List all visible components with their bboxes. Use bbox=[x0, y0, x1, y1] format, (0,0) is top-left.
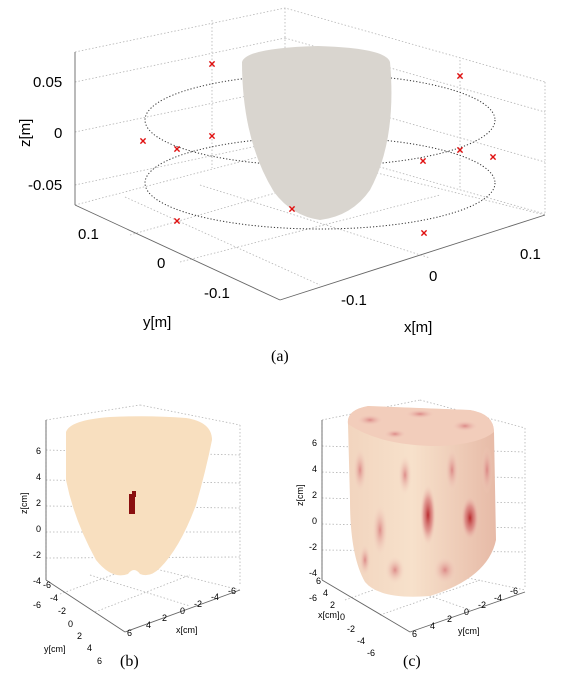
panel-b-y-ticks: -6 -4 -2 0 2 4 6 bbox=[43, 580, 102, 666]
y-tick-label: 6 bbox=[412, 629, 417, 639]
z-tick-label: 0 bbox=[312, 516, 317, 526]
y-axis-label: y[m] bbox=[143, 314, 171, 331]
y-tick-label: -2 bbox=[58, 606, 66, 616]
sensor-marker bbox=[456, 72, 464, 80]
caption-b: (b) bbox=[120, 653, 139, 670]
panel-c-volume bbox=[347, 406, 496, 597]
sensor-markers bbox=[139, 60, 497, 237]
z-tick-label: 0 bbox=[36, 524, 41, 534]
z-tick-label: -4 bbox=[309, 568, 317, 578]
y-axis-label: y[cm] bbox=[44, 644, 66, 654]
y-tick-label: -6 bbox=[43, 580, 51, 590]
z-tick-label: -4 bbox=[33, 576, 41, 586]
x-tick-label: 0 bbox=[180, 606, 185, 616]
y-tick-label: 4 bbox=[87, 643, 92, 653]
x-tick-label: 0 bbox=[429, 268, 437, 285]
sensor-marker bbox=[173, 145, 181, 153]
x-tick-label: 0 bbox=[340, 612, 345, 622]
x-tick-label: -4 bbox=[211, 592, 219, 602]
panel-c: 6 4 2 0 -2 -4 -6 z[cm] 6 4 2 0 -2 -4 -6 … bbox=[295, 399, 526, 670]
panel-b: 6 4 2 0 -2 -4 -6 z[cm] -6 -4 -2 0 2 4 6 … bbox=[19, 404, 241, 670]
z-tick-label: -2 bbox=[309, 542, 317, 552]
y-tick-label: -6 bbox=[510, 586, 518, 596]
z-tick-label: 6 bbox=[312, 438, 317, 448]
z-tick-label: 6 bbox=[36, 446, 41, 456]
x-tick-label: -6 bbox=[367, 648, 375, 658]
x-tick-label: 0.1 bbox=[520, 246, 541, 263]
panel-b-x-ticks: 6 4 2 0 -2 -4 -6 bbox=[127, 586, 236, 638]
panel-b-z-ticks: 6 4 2 0 -2 -4 -6 bbox=[33, 446, 41, 610]
y-tick-label: 6 bbox=[97, 656, 102, 666]
x-tick-label: -2 bbox=[194, 599, 202, 609]
panel-c-z-ticks: 6 4 2 0 -2 -4 -6 bbox=[309, 438, 317, 603]
x-axis-label: x[m] bbox=[404, 319, 432, 336]
x-tick-label: 2 bbox=[330, 600, 335, 610]
y-tick-label: 4 bbox=[430, 621, 435, 631]
x-tick-label: -0.1 bbox=[341, 292, 367, 309]
x-tick-label: 4 bbox=[323, 588, 328, 598]
caption-c: (c) bbox=[403, 653, 421, 670]
sensor-marker bbox=[420, 229, 428, 237]
panel-c-axes bbox=[321, 420, 526, 633]
x-tick-label: 6 bbox=[316, 576, 321, 586]
y-tick-label: -0.1 bbox=[204, 285, 230, 302]
z-axis-label: z[cm] bbox=[19, 493, 29, 515]
sensor-marker bbox=[419, 157, 427, 165]
panel-a-object bbox=[242, 46, 392, 220]
x-tick-label: -4 bbox=[357, 636, 365, 646]
y-tick-label: 0 bbox=[68, 619, 73, 629]
z-axis-label: z[cm] bbox=[295, 485, 305, 507]
x-tick-label: 2 bbox=[162, 613, 167, 623]
caption-a: (a) bbox=[271, 348, 289, 365]
x-tick-label: 4 bbox=[146, 620, 151, 630]
sensor-marker bbox=[208, 132, 216, 140]
z-tick-label: -0.05 bbox=[28, 177, 62, 194]
panel-a: 0.05 0 -0.05 z[m] 0.1 0 -0.1 y[m] -0.1 0… bbox=[17, 7, 546, 365]
y-tick-label: -2 bbox=[478, 600, 486, 610]
sensor-marker bbox=[208, 60, 216, 68]
x-tick-label: -6 bbox=[228, 586, 236, 596]
z-tick-label: -6 bbox=[309, 593, 317, 603]
y-axis-label: y[cm] bbox=[458, 626, 480, 636]
y-tick-label: 0 bbox=[157, 255, 165, 272]
sensor-marker bbox=[456, 146, 464, 154]
z-axis-label: z[m] bbox=[17, 119, 34, 147]
x-tick-label: 6 bbox=[127, 628, 132, 638]
sensor-marker bbox=[139, 137, 147, 145]
panel-b-slice bbox=[66, 416, 212, 576]
sensor-ring-lower bbox=[144, 136, 496, 230]
panel-c-y-ticks: 6 4 2 0 -2 -4 -6 bbox=[412, 586, 518, 639]
z-tick-label: -2 bbox=[33, 550, 41, 560]
x-tick-label: -2 bbox=[347, 624, 355, 634]
panel-c-x-ticks: 6 4 2 0 -2 -4 -6 bbox=[316, 576, 375, 658]
z-tick-label: 4 bbox=[312, 464, 317, 474]
sensor-ring-upper bbox=[144, 73, 496, 167]
z-tick-label: 0 bbox=[54, 125, 62, 142]
x-axis-label: x[cm] bbox=[176, 625, 198, 635]
y-tick-label: -4 bbox=[50, 593, 58, 603]
y-tick-label: 2 bbox=[77, 631, 82, 641]
y-tick-label: 2 bbox=[447, 614, 452, 624]
y-tick-label: 0.1 bbox=[78, 226, 99, 243]
sensor-marker bbox=[489, 153, 497, 161]
sensor-marker bbox=[288, 205, 296, 213]
panel-b-focus bbox=[129, 494, 135, 514]
z-tick-label: -6 bbox=[33, 600, 41, 610]
sensor-marker bbox=[173, 217, 181, 225]
x-axis-label: x[cm] bbox=[318, 610, 340, 620]
z-tick-label: 2 bbox=[36, 498, 41, 508]
panel-b-axes bbox=[45, 420, 241, 633]
z-tick-label: 0.05 bbox=[33, 74, 62, 91]
y-tick-label: 0 bbox=[464, 607, 469, 617]
z-tick-label: 4 bbox=[36, 472, 41, 482]
panel-a-axes bbox=[74, 52, 546, 301]
z-tick-label: 2 bbox=[312, 490, 317, 500]
y-tick-label: -4 bbox=[494, 593, 502, 603]
